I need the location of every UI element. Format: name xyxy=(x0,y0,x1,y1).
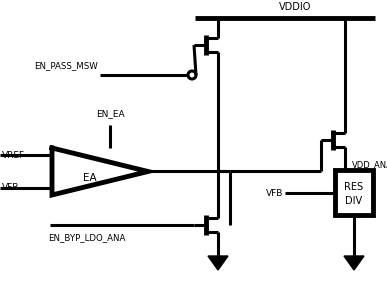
Text: VFB: VFB xyxy=(2,184,19,193)
Text: EN_PASS_MSW: EN_PASS_MSW xyxy=(34,61,98,70)
Text: RES: RES xyxy=(344,182,363,193)
Text: EN_BYP_LDO_ANA: EN_BYP_LDO_ANA xyxy=(48,233,125,242)
Text: VREF: VREF xyxy=(2,151,25,160)
Polygon shape xyxy=(344,256,364,270)
Text: EN_EA: EN_EA xyxy=(96,109,124,118)
Text: VDD_ANA: VDD_ANA xyxy=(352,160,387,169)
Text: VFB: VFB xyxy=(265,188,283,197)
Text: EA: EA xyxy=(83,173,97,183)
Text: VDDIO: VDDIO xyxy=(279,2,311,12)
Text: DIV: DIV xyxy=(346,196,363,206)
Bar xyxy=(335,170,373,215)
Polygon shape xyxy=(208,256,228,270)
